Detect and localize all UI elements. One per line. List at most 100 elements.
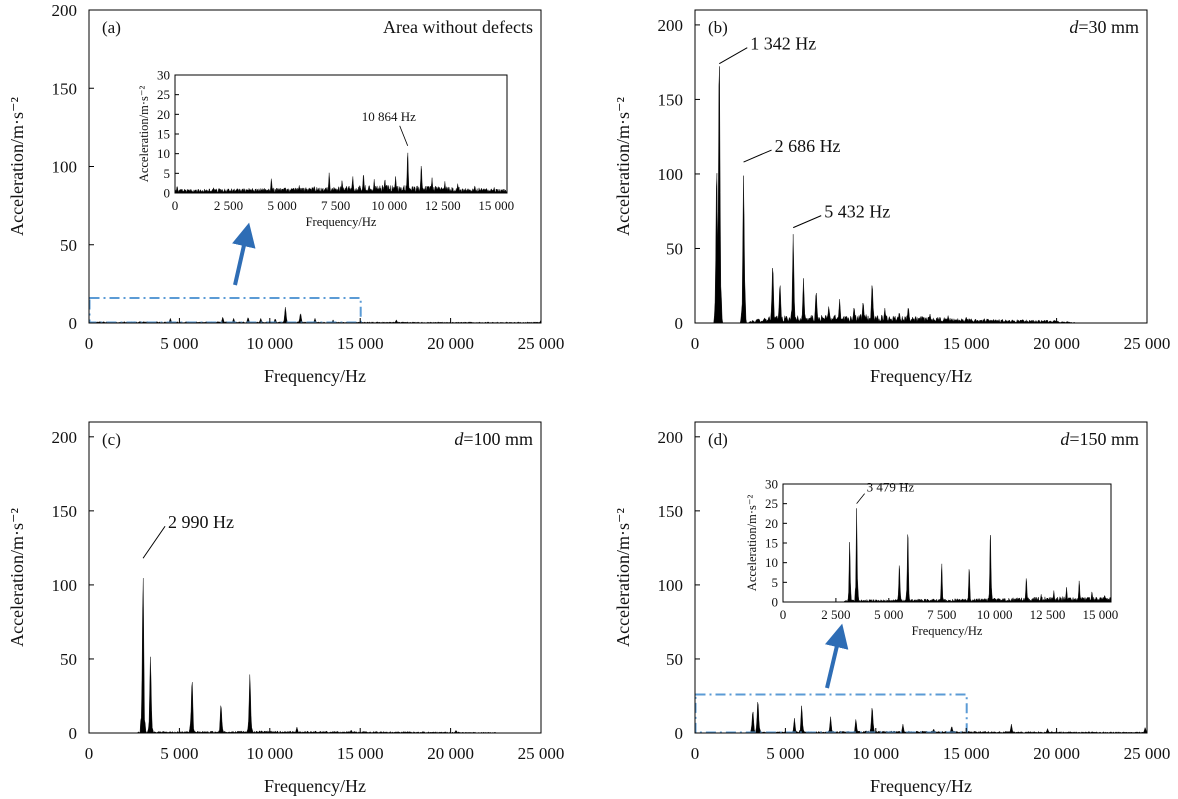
plot-frame	[88, 421, 542, 734]
inset-y-tick-label: 25	[157, 87, 170, 102]
inset-annotation-leader	[399, 125, 409, 146]
x-tick-label: 20 000	[1033, 334, 1080, 353]
annotation-leader	[793, 215, 822, 229]
inset-x-tick-label: 7 500	[321, 198, 350, 213]
inset-y-tick-label: 20	[157, 107, 170, 122]
x-tick-label: 25 000	[518, 334, 565, 353]
y-axis-label: Acceleration/m·s⁻²	[613, 97, 633, 236]
y-tick-label: 0	[69, 724, 78, 743]
inset-x-tick-label: 10 000	[977, 607, 1013, 622]
inset-x-tick-label: 2 500	[214, 198, 243, 213]
chart-panel-d: 0 5 000 10 000 15 000 20 000 25 000 0 5 0 10 0 150 2…	[613, 421, 1171, 796]
x-tick-label: 5 000	[160, 334, 198, 353]
y-axis-label: Acceleration/m·s⁻²	[613, 508, 633, 647]
x-tick-label: 15 000	[943, 744, 990, 763]
y-tick-label: 0	[675, 314, 684, 333]
x-tick-label: 25 000	[1124, 744, 1171, 763]
x-tick-label: 0	[691, 334, 700, 353]
y-tick-label: 200	[52, 1, 78, 20]
x-tick-label: 10 000	[246, 334, 293, 353]
inset-y-tick-label: 30	[157, 68, 170, 83]
inset-x-tick-label: 0	[780, 607, 787, 622]
panel-title-variable: d	[1069, 17, 1079, 37]
inset-x-tick-label: 12 500	[425, 198, 461, 213]
peak-annotation: 1 342 Hz	[750, 34, 816, 54]
inset-x-tick-label: 5 000	[874, 607, 903, 622]
spectrum-series	[88, 307, 542, 324]
panel-label: (d)	[708, 430, 728, 449]
plot-frame	[694, 421, 1148, 734]
x-axis-label: Frequency/Hz	[264, 776, 366, 796]
inset-y-tick-label: 0	[772, 595, 779, 610]
y-axis-label: Acceleration/m·s⁻²	[7, 508, 27, 647]
inset-y-tick-label: 15	[157, 127, 170, 142]
inset-x-tick-label: 10 000	[371, 198, 407, 213]
inset-chart: 0 2 500 5 000 7 500 10 000 12 500 15 000 0 5 10 15…	[137, 68, 514, 230]
panel-title: d=150 mm	[1060, 429, 1139, 449]
y-tick-label: 150	[658, 502, 684, 521]
zoom-arrow-a	[232, 222, 256, 286]
y-tick-label: 200	[52, 428, 78, 447]
chart-panel-c: 0 5 000 10 000 15 000 20 000 25 000 0 50 100 150 2…	[7, 421, 564, 796]
inset-y-tick-label: 10	[765, 555, 778, 570]
inset-background	[175, 75, 507, 193]
x-tick-label: 10 000	[852, 744, 899, 763]
panel-title-text: =30 mm	[1078, 17, 1139, 37]
y-tick-label: 150	[658, 90, 684, 109]
inset-y-axis-label: Acceleration/m·s⁻²	[137, 86, 151, 183]
chart-panel-b: 0 5 000 10 000 15 000 20 000 25 000 0 50 100 150 2…	[613, 9, 1171, 386]
inset-spectrum-series	[174, 152, 508, 194]
y-tick-label: 0	[69, 314, 78, 333]
inset-y-tick-label: 30	[765, 477, 778, 492]
y-tick-label: 200	[658, 16, 684, 35]
panel-label: (a)	[102, 18, 121, 37]
y-tick-label: 150	[52, 79, 78, 98]
x-tick-label: 5 000	[766, 744, 804, 763]
x-tick-label: 10 000	[852, 334, 899, 353]
y-tick-label: 200	[658, 428, 684, 447]
inset-x-axis-label: Frequency/Hz	[912, 624, 983, 638]
inset-y-axis-label: Acceleration/m·s⁻²	[745, 495, 759, 592]
inset-x-tick-label: 7 500	[927, 607, 956, 622]
inset-chart: 0 2 500 5 000 7 500 10 000 12 500 15 000 0 5 10 15…	[745, 477, 1118, 639]
x-tick-label: 10 000	[246, 744, 293, 763]
x-tick-label: 0	[85, 334, 94, 353]
y-tick-label: 100	[52, 158, 78, 177]
y-tick-label: 100	[52, 576, 78, 595]
y-tick-label: 150	[52, 502, 78, 521]
peak-annotation: 2 686 Hz	[775, 136, 841, 156]
x-tick-label: 0	[691, 744, 700, 763]
y-tick-label: 0	[675, 724, 684, 743]
panel-title: Area without defects	[383, 17, 533, 37]
x-tick-label: 20 000	[427, 744, 474, 763]
panel-title-text: =100 mm	[463, 429, 533, 449]
inset-x-tick-label: 15 000	[478, 198, 514, 213]
x-tick-label: 5 000	[766, 334, 804, 353]
x-tick-label: 20 000	[1033, 744, 1080, 763]
inset-y-tick-label: 25	[765, 496, 778, 511]
x-tick-label: 5 000	[160, 744, 198, 763]
y-tick-label: 50	[60, 650, 77, 669]
inset-annotation-leader	[856, 493, 865, 504]
panel-title: d=100 mm	[454, 429, 533, 449]
panel-label: (b)	[708, 18, 728, 37]
inset-peak-annotation: 10 864 Hz	[362, 109, 416, 124]
panel-title-text: Area without defects	[383, 17, 533, 37]
inset-y-tick-label: 5	[772, 575, 779, 590]
inset-background	[783, 484, 1111, 602]
panel-title-variable: d	[454, 429, 464, 449]
x-axis-label: Frequency/Hz	[870, 366, 972, 386]
x-tick-label: 25 000	[1124, 334, 1171, 353]
spectrum-series	[89, 578, 541, 734]
spectrum-series	[695, 66, 1147, 324]
y-tick-label: 100	[658, 165, 684, 184]
inset-x-axis-label: Frequency/Hz	[306, 215, 377, 229]
plot-frame	[694, 9, 1148, 324]
x-tick-label: 0	[85, 744, 94, 763]
y-axis-label: Acceleration/m·s⁻²	[7, 97, 27, 236]
annotation-leader	[743, 149, 772, 163]
panel-title: d=30 mm	[1069, 17, 1139, 37]
zoom-arrow-d	[825, 623, 849, 689]
zoom-region-box	[88, 296, 362, 324]
